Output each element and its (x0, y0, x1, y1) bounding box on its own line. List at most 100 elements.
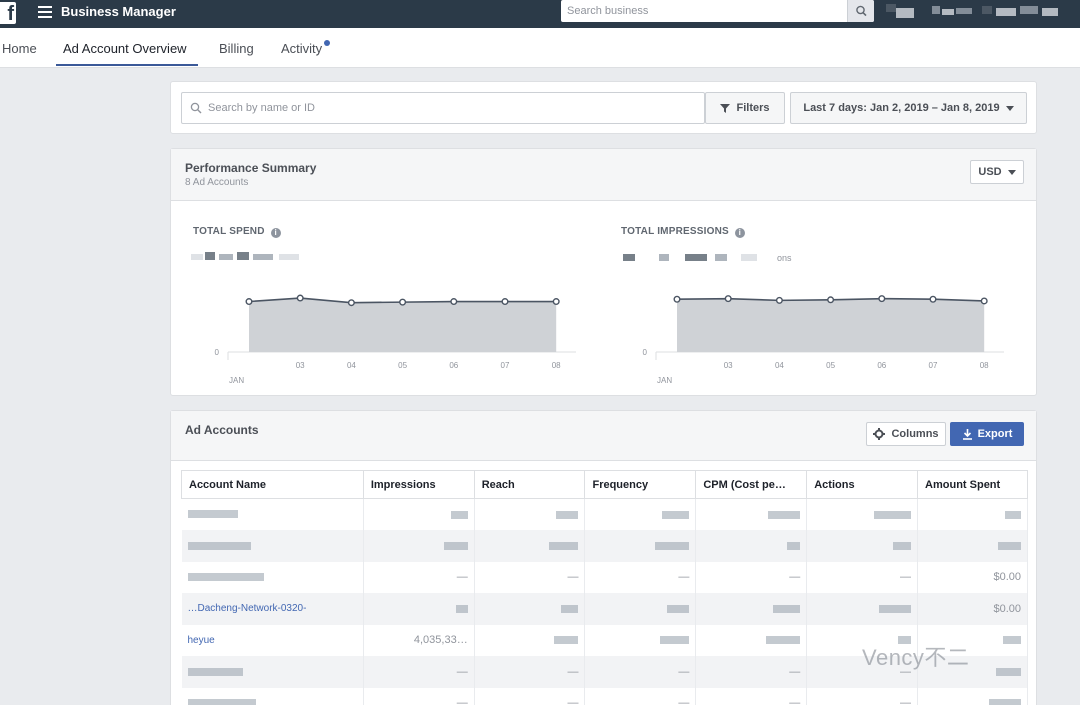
spent-cell (917, 624, 1028, 656)
column-header-frequency[interactable]: Frequency (584, 470, 697, 499)
table-row[interactable]: …Dacheng-Network-0320- $0.00 (181, 593, 1028, 625)
account-name-cell[interactable]: …Dacheng-Network-0320- (181, 593, 364, 625)
area-fill (677, 298, 985, 352)
columns-button[interactable]: Columns (866, 422, 946, 446)
y-tick-label: 0 (643, 348, 648, 357)
redacted-value (998, 541, 1021, 550)
data-point (929, 295, 937, 303)
redacted-value (768, 510, 801, 519)
data-point (245, 298, 253, 306)
total-spend-metric: TOTAL SPEND i (193, 226, 281, 238)
data-point (980, 297, 988, 305)
impressions-cell (363, 498, 475, 530)
ad-accounts-count: 8 Ad Accounts (185, 177, 249, 188)
currency-selector[interactable]: USD (970, 160, 1024, 184)
impressions-cell: — (363, 656, 475, 688)
table-row[interactable]: — — — — — (181, 656, 1028, 688)
account-search-input[interactable] (208, 93, 688, 123)
total-spend-label: TOTAL SPEND (193, 226, 265, 237)
info-icon[interactable]: i (734, 228, 745, 238)
actions-cell: — (806, 687, 919, 705)
reach-cell: — (474, 561, 586, 593)
table-row[interactable] (181, 530, 1028, 562)
app-title[interactable]: Business Manager (61, 4, 176, 19)
tab-billing[interactable]: Billing (219, 41, 254, 56)
cpm-cell (695, 593, 808, 625)
search-icon (856, 5, 867, 17)
ad-accounts-panel: Ad Accounts Columns Export Account Name … (170, 410, 1037, 705)
account-name-cell[interactable]: heyue (181, 624, 364, 656)
column-header-impressions[interactable]: Impressions (362, 470, 475, 499)
redacted-value (187, 573, 264, 582)
cpm-cell: — (695, 656, 808, 688)
column-header-cpm[interactable]: CPM (Cost pe… (695, 470, 808, 499)
filters-label: Filters (736, 102, 770, 114)
redacted-value (996, 667, 1021, 676)
actions-cell: — (806, 656, 919, 688)
redacted-value (455, 604, 468, 613)
x-tick-label: 08 (552, 361, 561, 370)
total-spend-value-redacted (191, 252, 311, 262)
frequency-cell: — (584, 656, 697, 688)
filters-button[interactable]: Filters (705, 92, 785, 124)
table-row[interactable]: — — — — — $0.00 (181, 561, 1028, 593)
redacted-value (773, 604, 801, 613)
account-name-cell[interactable] (181, 561, 364, 593)
facebook-logo[interactable]: f (0, 2, 16, 25)
export-button[interactable]: Export (950, 422, 1024, 446)
account-name-cell[interactable] (181, 687, 364, 705)
hamburger-menu-icon[interactable] (38, 6, 52, 18)
x-tick-label: 07 (501, 361, 510, 370)
redacted-value (874, 510, 912, 519)
gear-icon (873, 428, 886, 440)
account-search-box (181, 92, 705, 124)
total-impressions-value-redacted (623, 252, 773, 266)
tab-ad-account-overview[interactable]: Ad Account Overview (63, 41, 187, 56)
watermark: Vency不二 (862, 645, 970, 670)
frequency-cell (584, 624, 697, 656)
redacted-value (554, 636, 579, 645)
user-account-menu[interactable] (884, 0, 1064, 26)
frequency-cell (584, 593, 697, 625)
search-button[interactable] (847, 0, 874, 22)
total-impressions-metric: TOTAL IMPRESSIONS i (621, 226, 745, 238)
redacted-value (667, 604, 690, 613)
account-name-cell[interactable] (181, 530, 364, 562)
performance-summary-header: Performance Summary 8 Ad Accounts USD (171, 149, 1036, 201)
date-range-picker[interactable]: Last 7 days: Jan 2, 2019 – Jan 8, 2019 (790, 92, 1027, 124)
y-tick-label: 0 (215, 348, 220, 357)
column-header-amount-spent[interactable]: Amount Spent (917, 470, 1028, 499)
reach-cell: — (474, 656, 586, 688)
x-tick-label: 08 (980, 361, 989, 370)
download-icon (962, 428, 972, 440)
table-row[interactable] (181, 498, 1028, 530)
column-header-actions[interactable]: Actions (806, 470, 919, 499)
account-name-cell[interactable] (181, 498, 364, 530)
account-name-cell[interactable] (181, 656, 364, 688)
info-icon[interactable]: i (270, 228, 281, 238)
spent-cell (917, 530, 1028, 562)
x-tick-label: 06 (449, 361, 458, 370)
table-row[interactable]: — — — — — (181, 687, 1028, 705)
actions-cell (806, 624, 919, 656)
search-business-input[interactable] (561, 0, 847, 22)
total-impressions-label: TOTAL IMPRESSIONS (621, 226, 729, 237)
chevron-down-icon (1007, 169, 1016, 175)
data-point (552, 298, 560, 306)
impressions-cell (363, 530, 475, 562)
column-header-reach[interactable]: Reach (473, 470, 586, 499)
redacted-value (766, 636, 801, 645)
table-header-row: Account Name Impressions Reach Frequency… (181, 470, 1028, 499)
redacted-value (450, 510, 468, 519)
account-filter-panel: Filters Last 7 days: Jan 2, 2019 – Jan 8… (170, 81, 1037, 134)
tab-activity[interactable]: Activity (281, 41, 323, 56)
actions-cell (806, 530, 919, 562)
x-tick-label: 06 (877, 361, 886, 370)
column-header-account-name[interactable]: Account Name (181, 470, 364, 499)
table-row[interactable]: heyue 4,035,33… (181, 624, 1028, 656)
data-point (775, 296, 783, 304)
redacted-value (187, 699, 256, 705)
data-point (724, 295, 732, 303)
actions-cell: — (806, 561, 919, 593)
tab-home[interactable]: Home (2, 41, 37, 56)
